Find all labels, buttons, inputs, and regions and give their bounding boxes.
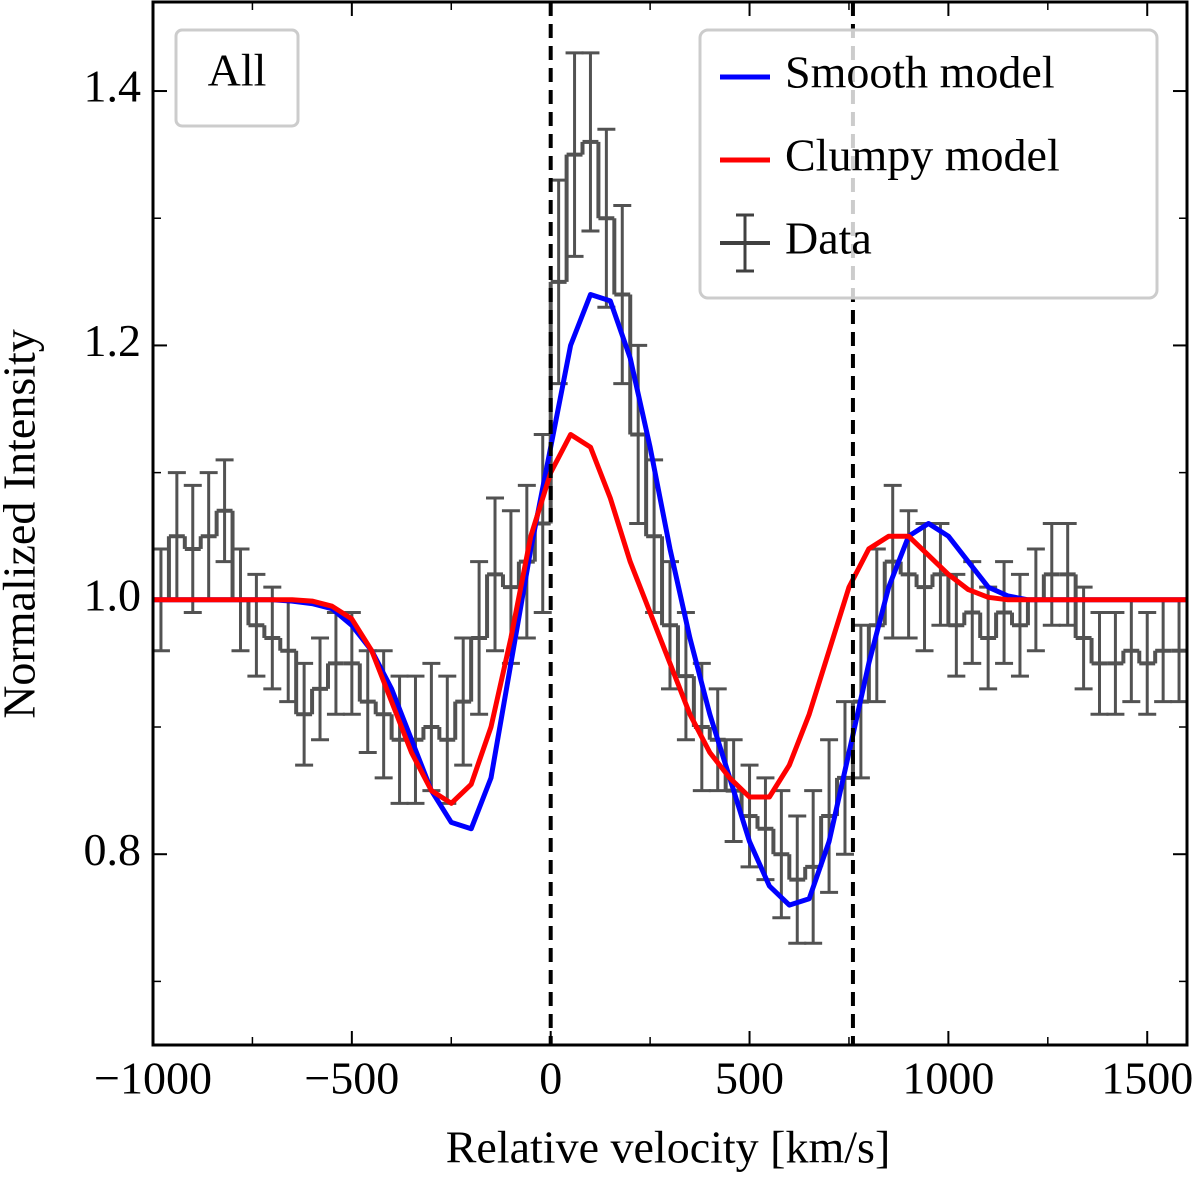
annotation-box	[174, 28, 300, 128]
legend-box	[698, 28, 1159, 300]
y-tick-label: 1.0	[84, 569, 142, 620]
y-axis-label: Normalized Intensity	[0, 329, 45, 719]
annotation: All	[208, 45, 267, 96]
y-tick-label: 1.2	[84, 315, 142, 366]
x-tick-label: 0	[539, 1053, 562, 1104]
model-line	[153, 432, 1187, 806]
plot-frame	[151, 0, 1189, 1047]
x-tick-label: 1000	[902, 1053, 994, 1104]
y-tick-label: 0.8	[84, 824, 142, 875]
legend-label: Smooth model	[785, 47, 1055, 98]
y-tick-label: 1.4	[84, 61, 142, 112]
x-tick-label: 1500	[1101, 1053, 1193, 1104]
legend-label: Data	[785, 213, 872, 264]
x-tick-label: 500	[715, 1053, 784, 1104]
legend-label: Clumpy model	[785, 130, 1060, 181]
x-tick-label: −1000	[94, 1053, 212, 1104]
x-tick-label: −500	[304, 1053, 399, 1104]
x-axis-label: Relative velocity [km/s]	[446, 1122, 891, 1173]
